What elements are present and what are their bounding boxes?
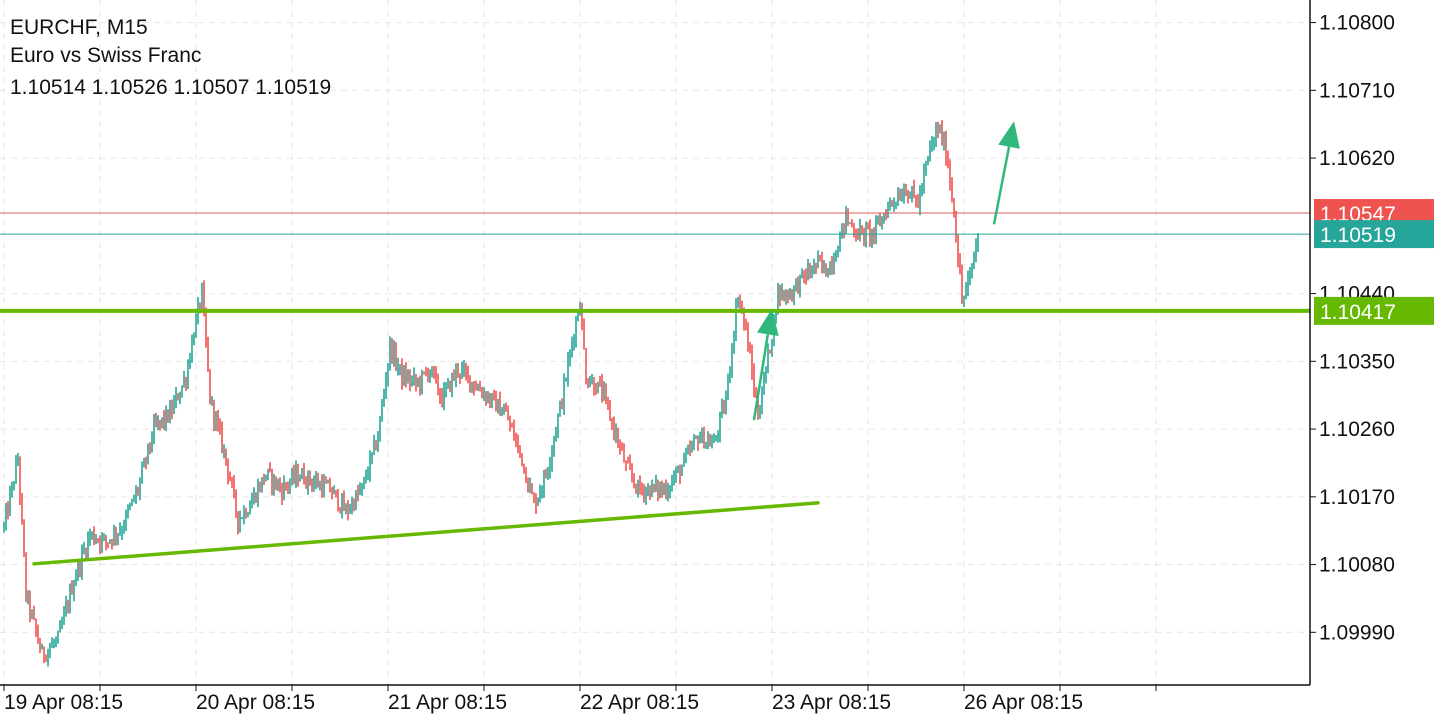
x-tick-label: 19 Apr 08:15 [4, 691, 123, 714]
ohlc-values: 1.10514 1.10526 1.10507 1.10519 [10, 76, 332, 99]
price-tag [1314, 220, 1434, 249]
y-tick-label: 1.10170 [1319, 486, 1395, 509]
price-tag-label: 1.10519 [1320, 224, 1396, 247]
y-tick-label: 1.10620 [1319, 147, 1395, 170]
x-tick-label: 22 Apr 08:15 [580, 691, 699, 714]
y-tick-label: 1.09990 [1319, 621, 1395, 644]
x-tick-label: 23 Apr 08:15 [772, 691, 891, 714]
y-tick-label: 1.10350 [1319, 350, 1395, 373]
x-axis-labels: 19 Apr 08:15 20 Apr 08:15 21 Apr 08:15 22 A… [4, 691, 1083, 714]
candles [3, 120, 979, 667]
y-tick-label: 1.10800 [1319, 12, 1395, 35]
y-tick-label: 1.10080 [1319, 554, 1395, 577]
x-tick-label: 21 Apr 08:15 [388, 691, 507, 714]
symbol-timeframe: EURCHF, M15 [10, 16, 148, 39]
price-tag [1314, 296, 1434, 325]
arrow-shaft[interactable] [752, 334, 770, 421]
drawings [32, 121, 1020, 566]
price-tag-label: 1.10417 [1320, 301, 1396, 324]
arrow-shaft[interactable] [992, 146, 1011, 225]
x-tick-label: 20 Apr 08:15 [196, 691, 315, 714]
arrow-head[interactable] [998, 121, 1020, 149]
y-tick-label: 1.10710 [1319, 79, 1395, 102]
grid-lines [0, 0, 1310, 685]
y-axis-labels: 1.108001.107101.106201.104401.103501.102… [1319, 12, 1395, 645]
arrow-head[interactable] [756, 308, 779, 337]
y-tick-label: 1.10260 [1319, 418, 1395, 441]
support-trendline[interactable] [32, 501, 820, 566]
symbol-description: Euro vs Swiss Franc [10, 44, 202, 67]
horizontal-price-lines [0, 212, 1310, 313]
axes [0, 0, 1316, 691]
x-tick-label: 26 Apr 08:15 [964, 691, 1083, 714]
